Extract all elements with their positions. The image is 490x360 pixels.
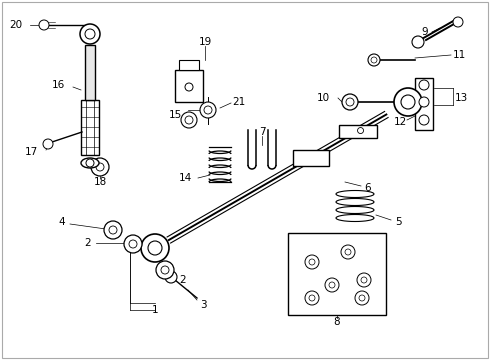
Text: 12: 12 <box>393 117 407 127</box>
Circle shape <box>148 241 162 255</box>
Circle shape <box>361 277 367 283</box>
Bar <box>415 78 433 130</box>
Circle shape <box>368 54 380 66</box>
Circle shape <box>419 97 429 107</box>
Text: 20: 20 <box>9 20 22 30</box>
Text: 21: 21 <box>232 97 245 107</box>
Text: 2: 2 <box>85 238 91 248</box>
Circle shape <box>124 235 142 253</box>
Text: 4: 4 <box>59 217 65 227</box>
Circle shape <box>355 291 369 305</box>
Circle shape <box>156 261 174 279</box>
Text: 14: 14 <box>179 173 192 183</box>
Circle shape <box>39 20 49 30</box>
Circle shape <box>419 80 429 90</box>
Text: 8: 8 <box>334 317 341 327</box>
Circle shape <box>96 163 104 171</box>
Circle shape <box>80 24 100 44</box>
Circle shape <box>181 112 197 128</box>
Circle shape <box>91 158 109 176</box>
Circle shape <box>325 278 339 292</box>
Circle shape <box>85 29 95 39</box>
Text: 9: 9 <box>421 27 428 37</box>
Bar <box>339 125 376 138</box>
Circle shape <box>185 83 193 91</box>
Circle shape <box>342 94 358 110</box>
Circle shape <box>200 102 216 118</box>
Circle shape <box>309 295 315 301</box>
Circle shape <box>329 282 335 288</box>
Circle shape <box>358 127 364 134</box>
Circle shape <box>43 139 53 149</box>
Circle shape <box>419 115 429 125</box>
Bar <box>179 60 199 70</box>
Text: 19: 19 <box>198 37 212 47</box>
Circle shape <box>359 295 365 301</box>
Circle shape <box>357 273 371 287</box>
Circle shape <box>165 271 177 283</box>
Text: 2: 2 <box>180 275 186 285</box>
Text: 5: 5 <box>394 217 401 227</box>
Circle shape <box>394 88 422 116</box>
Text: 7: 7 <box>259 127 265 137</box>
Circle shape <box>86 159 94 167</box>
Bar <box>293 150 329 166</box>
Text: 1: 1 <box>152 305 158 315</box>
Circle shape <box>412 36 424 48</box>
Text: 10: 10 <box>317 93 330 103</box>
Circle shape <box>453 17 463 27</box>
Bar <box>85 45 95 100</box>
Circle shape <box>305 255 319 269</box>
Text: 11: 11 <box>453 50 466 60</box>
Text: 3: 3 <box>200 300 206 310</box>
Bar <box>175 70 203 102</box>
Circle shape <box>345 249 351 255</box>
Text: 18: 18 <box>94 177 107 187</box>
Text: 15: 15 <box>169 110 182 120</box>
Circle shape <box>401 95 415 109</box>
Circle shape <box>161 266 169 274</box>
Circle shape <box>185 116 193 124</box>
Text: 16: 16 <box>52 80 65 90</box>
Circle shape <box>104 221 122 239</box>
Bar <box>288 233 386 315</box>
Circle shape <box>346 98 354 106</box>
Circle shape <box>309 259 315 265</box>
Text: 13: 13 <box>455 93 468 103</box>
Circle shape <box>305 291 319 305</box>
Circle shape <box>204 106 212 114</box>
Circle shape <box>371 57 377 63</box>
Bar <box>81 100 99 155</box>
Circle shape <box>141 234 169 262</box>
Circle shape <box>129 240 137 248</box>
Circle shape <box>109 226 117 234</box>
Text: 6: 6 <box>365 183 371 193</box>
Text: 17: 17 <box>25 147 38 157</box>
Ellipse shape <box>81 158 99 168</box>
Circle shape <box>341 245 355 259</box>
